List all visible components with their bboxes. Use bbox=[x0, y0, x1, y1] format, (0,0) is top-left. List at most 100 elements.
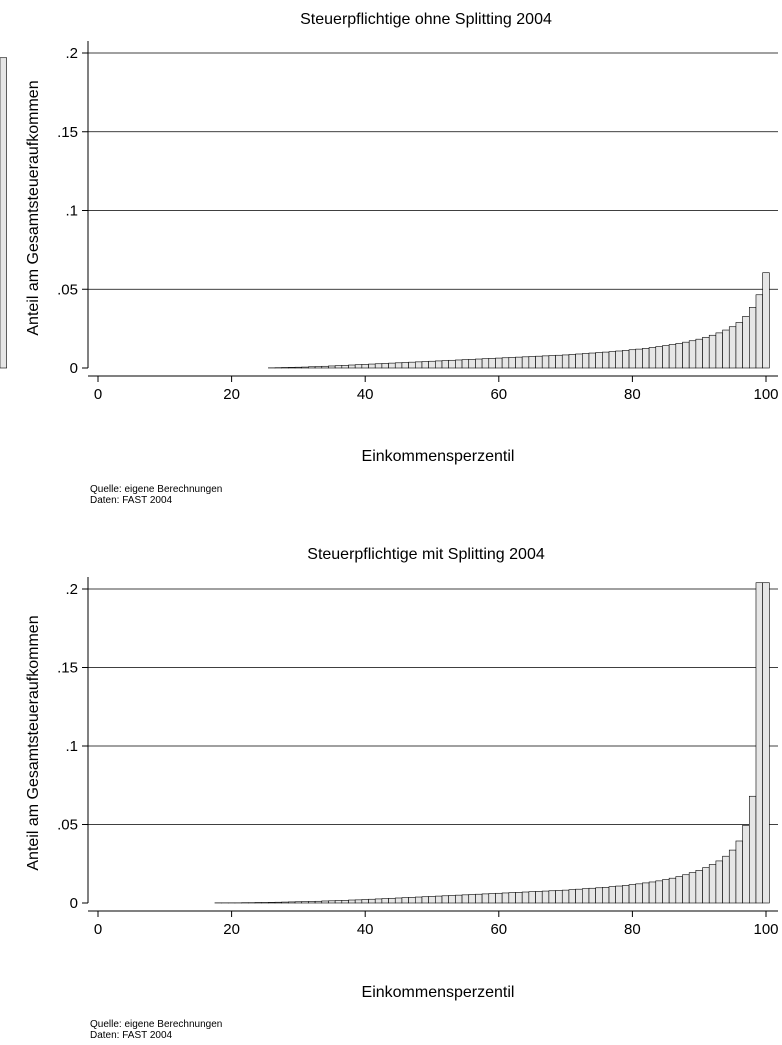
bar-percentile-53 bbox=[448, 895, 456, 904]
bar-percentile-54 bbox=[455, 894, 463, 904]
y-tick-label: .2 bbox=[65, 581, 78, 598]
bar-percentile-31 bbox=[301, 366, 309, 369]
bar-percentile-64 bbox=[521, 891, 530, 904]
bar-percentile-32 bbox=[308, 901, 316, 904]
bar-percentile-42 bbox=[374, 898, 383, 904]
bar-percentile-67 bbox=[541, 890, 550, 904]
bar-percentile-74 bbox=[588, 887, 596, 904]
chart-2-bars bbox=[214, 582, 770, 904]
bar-percentile-45 bbox=[394, 897, 403, 904]
bar-percentile-43 bbox=[381, 363, 389, 369]
chart-2-gridlines bbox=[88, 588, 778, 825]
bar-percentile-81 bbox=[635, 883, 643, 904]
bar-percentile-57 bbox=[475, 893, 483, 904]
y-tick-label: 0 bbox=[70, 360, 78, 377]
bar-percentile-72 bbox=[575, 353, 583, 369]
bar-percentile-72 bbox=[575, 888, 583, 904]
bar-percentile-86 bbox=[668, 877, 677, 904]
bar-percentile-73 bbox=[581, 353, 590, 369]
bar-percentile-87 bbox=[675, 343, 683, 369]
bar-percentile-31 bbox=[301, 901, 309, 904]
bar-percentile-47 bbox=[408, 897, 416, 904]
chart-1-y-axis-label: Anteil am Gesamtsteueraufkommen bbox=[25, 80, 42, 335]
x-tick-label: 80 bbox=[624, 386, 641, 403]
bar-percentile-42 bbox=[374, 363, 383, 369]
chart-2-x-ticks: 0 20 40 60 80 100 bbox=[94, 911, 779, 938]
bar-percentile-75 bbox=[595, 887, 603, 904]
bar-percentile-68 bbox=[548, 355, 556, 369]
bar-percentile-30 bbox=[294, 366, 303, 369]
bar-percentile-37 bbox=[341, 365, 349, 369]
chart-1-source-note: Quelle: eigene Berechnungen bbox=[90, 484, 222, 495]
bar-percentile-97 bbox=[742, 824, 750, 904]
bar-percentile-32 bbox=[308, 366, 316, 369]
bar-percentile-34 bbox=[321, 900, 329, 904]
x-tick-label: 60 bbox=[490, 386, 507, 403]
bar-percentile-69 bbox=[555, 890, 563, 904]
chart-2-x-axis-label: Einkommensperzentil bbox=[362, 984, 515, 1001]
chart-1-title: Steuerpflichtige ohne Splitting 2004 bbox=[300, 11, 552, 28]
bar-percentile-90 bbox=[695, 338, 703, 369]
bar-percentile-63 bbox=[515, 356, 523, 369]
bar-percentile-56 bbox=[468, 894, 476, 904]
chart-2-data-note: Daten: FAST 2004 bbox=[90, 1030, 173, 1041]
bar-percentile-99 bbox=[755, 582, 763, 904]
x-tick-label: 40 bbox=[357, 386, 374, 403]
bar-percentile-94 bbox=[722, 329, 730, 369]
bar-percentile-93 bbox=[715, 860, 723, 904]
x-tick-label: 0 bbox=[94, 921, 102, 938]
x-tick-label: 40 bbox=[357, 921, 374, 938]
bar-percentile-66 bbox=[535, 355, 543, 369]
bar-percentile-86 bbox=[668, 344, 677, 369]
chart-1-x-ticks: 0 20 40 60 80 100 bbox=[94, 376, 779, 403]
bar-percentile-40 bbox=[361, 364, 369, 369]
bar-percentile-60 bbox=[495, 892, 503, 904]
bar-percentile-82 bbox=[642, 348, 650, 369]
bar-percentile-71 bbox=[568, 889, 576, 904]
bar-percentile-89 bbox=[688, 340, 697, 369]
bar-percentile-43 bbox=[381, 898, 389, 904]
bar-percentile-49 bbox=[421, 361, 429, 369]
x-tick-label: 60 bbox=[490, 921, 507, 938]
bar-percentile-83 bbox=[648, 881, 657, 904]
bar-percentile-63 bbox=[515, 892, 523, 904]
bar-percentile-77 bbox=[608, 351, 617, 369]
bar-percentile-57 bbox=[475, 358, 483, 369]
bar-percentile-35 bbox=[328, 365, 336, 369]
bar-percentile-40 bbox=[361, 899, 369, 904]
bar-percentile-70 bbox=[561, 889, 570, 904]
y-tick-label: .05 bbox=[57, 281, 78, 298]
bar-percentile-28 bbox=[281, 901, 289, 904]
bar-percentile-84 bbox=[655, 346, 663, 369]
bar-percentile-80 bbox=[628, 884, 637, 904]
bar-percentile-92 bbox=[708, 864, 717, 904]
bar-percentile-47 bbox=[408, 361, 416, 369]
bar-percentile-70 bbox=[561, 354, 570, 369]
bar-percentile-73 bbox=[581, 888, 590, 904]
bar-percentile-83 bbox=[648, 347, 657, 369]
bar-percentile-85 bbox=[662, 345, 670, 369]
chart-2-axes bbox=[87, 577, 778, 912]
bar-percentile-68 bbox=[548, 890, 556, 904]
bar-percentile-99 bbox=[755, 294, 763, 369]
bar-percentile-85 bbox=[662, 879, 670, 904]
bar-percentile-53 bbox=[448, 359, 456, 369]
bar-percentile-36 bbox=[334, 900, 343, 904]
bar-percentile-60 bbox=[495, 357, 503, 369]
bar-percentile-51 bbox=[435, 360, 443, 369]
chart-1-axes bbox=[87, 41, 778, 377]
bar-percentile-44 bbox=[388, 897, 396, 904]
bar-percentile-39 bbox=[354, 364, 363, 369]
bar-percentile-89 bbox=[688, 872, 697, 904]
y-tick-label: .2 bbox=[65, 45, 78, 62]
chart-1-x-axis-label: Einkommensperzentil bbox=[362, 448, 515, 465]
y-tick-label: 0 bbox=[70, 895, 78, 912]
bar-percentile-52 bbox=[441, 895, 449, 904]
bar-percentile-78 bbox=[615, 350, 623, 369]
bar-percentile-33 bbox=[314, 900, 323, 904]
bar-percentile-93 bbox=[715, 332, 723, 369]
bar-percentile-95 bbox=[728, 326, 737, 369]
bar-percentile-27 bbox=[274, 901, 282, 904]
bar-percentile-65 bbox=[528, 891, 536, 904]
